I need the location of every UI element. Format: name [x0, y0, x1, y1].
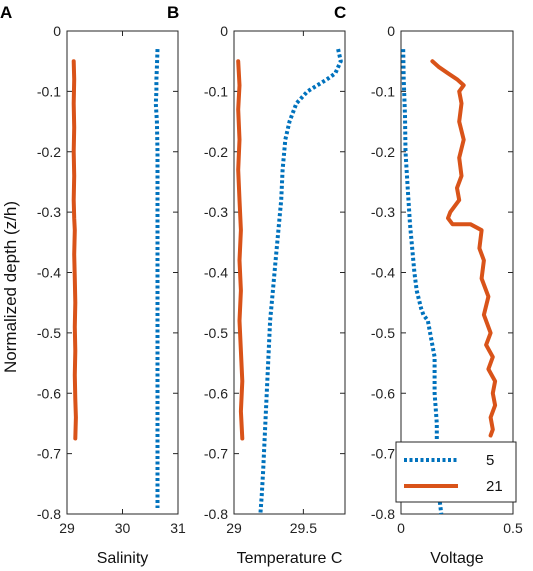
x-axis-label: Temperature C — [237, 550, 343, 567]
y-tick-label: 0 — [53, 23, 61, 39]
series-line-dotted — [258, 48, 343, 515]
y-tick-label: -0.3 — [204, 204, 228, 220]
x-tick-label: 29 — [226, 520, 242, 536]
x-axis-label: Voltage — [430, 550, 483, 567]
legend-box — [395, 441, 517, 503]
y-tick-label: -0.3 — [371, 204, 395, 220]
y-tick-label: -0.7 — [371, 446, 395, 462]
y-tick-label: 0 — [387, 23, 395, 39]
panel-letter: A — [0, 3, 12, 22]
y-tick-label: -0.1 — [371, 83, 395, 99]
y-tick-label: -0.7 — [37, 446, 61, 462]
series-line-dotted — [153, 49, 160, 508]
legend-entry-label: 5 — [486, 452, 494, 469]
y-tick-label: -0.2 — [371, 144, 395, 160]
y-tick-label: -0.6 — [37, 385, 61, 401]
series-line-solid — [430, 59, 498, 438]
panel-c: 0-0.1-0.2-0.3-0.4-0.5-0.6-0.7-0.80 0.5Vol… — [334, 3, 523, 567]
y-tick-label: -0.8 — [37, 506, 61, 522]
axes-box — [233, 30, 346, 515]
x-tick-label: 0.5 — [503, 520, 523, 536]
y-tick-label: -0.1 — [204, 83, 228, 99]
y-tick-label: -0.8 — [371, 506, 395, 522]
y-tick-label: -0.5 — [371, 325, 395, 341]
x-tick-label: 0 — [397, 520, 405, 536]
x-tick-label: 30 — [115, 520, 131, 536]
legend: 5 21 — [395, 441, 517, 503]
axes-box — [66, 30, 179, 515]
y-tick-label: 0 — [220, 23, 228, 39]
y-tick-label: -0.1 — [37, 83, 61, 99]
x-tick-label: 29 — [59, 520, 75, 536]
x-axis-label: Salinity — [97, 550, 149, 567]
y-tick-label: -0.2 — [37, 144, 61, 160]
y-tick-label: -0.3 — [37, 204, 61, 220]
series-line-solid — [236, 59, 245, 441]
y-tick-label: -0.8 — [204, 506, 228, 522]
y-tick-label: -0.2 — [204, 144, 228, 160]
y-tick-label: -0.5 — [37, 325, 61, 341]
panel-b: 0 -0.1 -0.2 -0.3 -0.4 -0.5 -0.6 -0.7 -0.829 29.5 T… — [167, 3, 346, 567]
figure-ylabel: Normalized depth (z/h) — [1, 201, 20, 373]
legend-entry-label: 21 — [486, 478, 503, 495]
x-tick-label: 31 — [170, 520, 186, 536]
y-tick-label: -0.5 — [204, 325, 228, 341]
y-tick-label: -0.6 — [371, 385, 395, 401]
panel-letter: B — [167, 3, 179, 22]
y-tick-label: -0.4 — [204, 265, 228, 281]
y-tick-label: -0.4 — [37, 265, 61, 281]
y-tick-label: -0.4 — [371, 265, 395, 281]
y-tick-label: -0.6 — [204, 385, 228, 401]
panel-a: 0 -0.1 -0.2 -0.3 -0.4 -0.5 -0.6 -0.7 -0.829 30 31 S… — [0, 3, 186, 567]
series-line-solid — [71, 59, 78, 441]
y-tick-label: -0.7 — [204, 446, 228, 462]
panel-letter: C — [334, 3, 346, 22]
x-tick-label: 29.5 — [290, 520, 317, 536]
